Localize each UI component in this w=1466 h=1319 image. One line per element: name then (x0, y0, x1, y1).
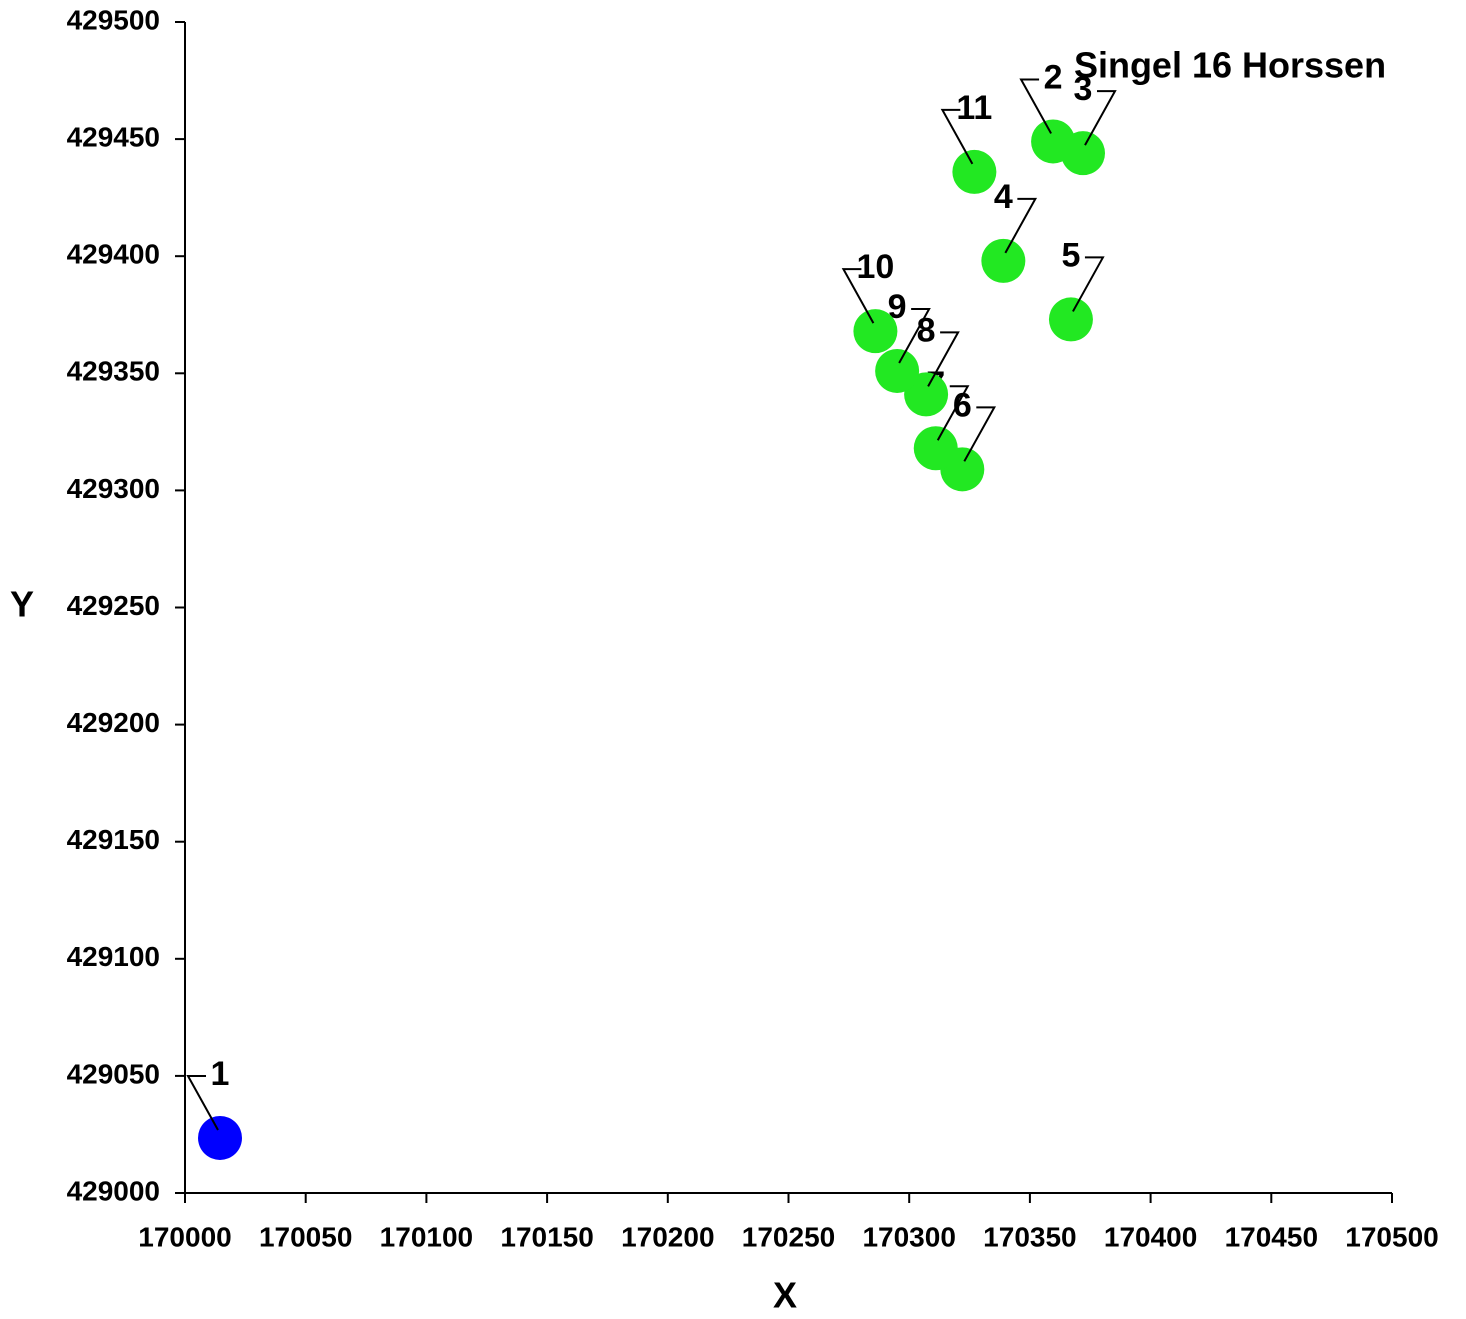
point (198, 1115, 243, 1160)
leader-line (186, 1074, 219, 1131)
x-tick-label: 170300 (862, 1221, 955, 1252)
point (853, 309, 898, 354)
y-tick-label: 429050 (67, 1058, 160, 1089)
y-tick-label: 429250 (67, 590, 160, 621)
leader-line (1084, 90, 1117, 146)
y-tick-label: 429100 (67, 941, 160, 972)
x-tick-label: 170100 (380, 1221, 473, 1252)
leader-line (940, 108, 974, 165)
leader-line (841, 268, 875, 324)
point-label: 8 (917, 311, 936, 349)
leader-line (927, 331, 960, 387)
point (1061, 131, 1106, 176)
point (913, 426, 958, 471)
y-tick-label: 429000 (67, 1175, 160, 1206)
point (875, 348, 920, 393)
y-tick-label: 429450 (67, 121, 160, 152)
y-tick-label: 429500 (67, 4, 160, 35)
point-label: 9 (888, 288, 907, 326)
y-tick-label: 429200 (67, 707, 160, 738)
point (981, 238, 1026, 283)
point-label: 6 (953, 386, 972, 424)
y-axis-label: Y (10, 584, 34, 625)
chart-title: Singel 16 Horssen (1074, 45, 1386, 86)
x-tick-label: 170350 (983, 1221, 1076, 1252)
leader-line (1004, 197, 1038, 254)
point (1048, 297, 1093, 342)
point-label: 5 (1061, 236, 1080, 274)
y-tick-label: 429350 (67, 356, 160, 387)
x-tick-label: 170000 (138, 1221, 231, 1252)
point-label: 11 (956, 89, 992, 127)
point-label: 4 (994, 178, 1013, 216)
y-tick-label: 429400 (67, 239, 160, 270)
x-tick-label: 170500 (1345, 1221, 1438, 1252)
point-label: 1 (211, 1055, 230, 1093)
x-tick-label: 170200 (621, 1221, 714, 1252)
x-tick-label: 170250 (742, 1221, 835, 1252)
point-label: 2 (1044, 58, 1063, 96)
leader-line (936, 385, 970, 441)
leader-line (898, 307, 931, 364)
y-tick-label: 429300 (67, 473, 160, 504)
point (952, 149, 997, 194)
x-tick-label: 170150 (500, 1221, 593, 1252)
x-axis-label: X (773, 1275, 797, 1316)
leader-line (963, 406, 997, 462)
y-tick-label: 429150 (67, 824, 160, 855)
x-tick-label: 170050 (259, 1221, 352, 1252)
leader-line (1072, 256, 1105, 312)
x-tick-label: 170400 (1104, 1221, 1197, 1252)
x-tick-label: 170450 (1225, 1221, 1318, 1252)
leader-line (1019, 78, 1052, 134)
point-label: 10 (856, 248, 894, 286)
point-label: 3 (1074, 70, 1093, 108)
